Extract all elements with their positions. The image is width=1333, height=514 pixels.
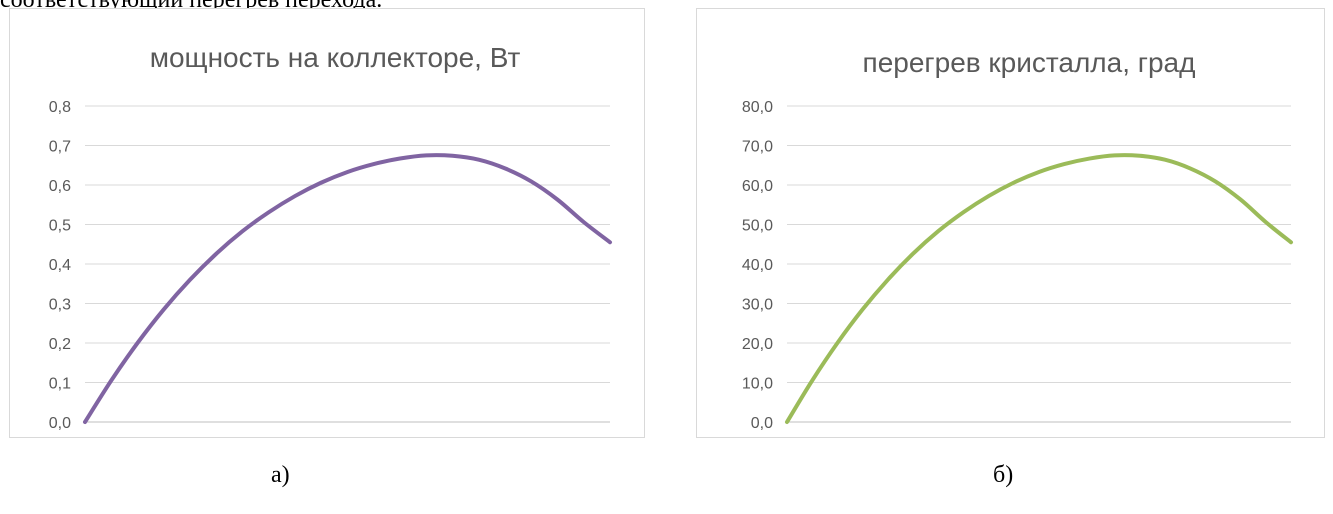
x-tick-label: 12,0 <box>384 437 415 439</box>
x-tick-label: 0,0 <box>74 437 96 439</box>
y-tick-label: 0,6 <box>49 178 71 195</box>
x-tick-label: 20,0 <box>594 437 625 439</box>
y-tick-label: 0,0 <box>751 415 773 432</box>
x-tick-label: 8,0 <box>284 437 306 439</box>
y-tick-label: 10,0 <box>742 376 773 393</box>
x-tick-label: 8,0 <box>977 437 999 439</box>
y-tick-label: 20,0 <box>742 336 773 353</box>
x-tick-label: 20,0 <box>1275 437 1306 439</box>
chart-collector-power: мощность на коллекторе, Вт 0,0 0,1 0,2 0,3 0,… <box>9 8 645 439</box>
y-tick-label: 0,0 <box>49 415 71 432</box>
y-tick-label: 0,1 <box>49 376 71 393</box>
y-tick-label: 0,5 <box>49 218 71 235</box>
chart-crystal-overheat: перегрев кристалла, град 0,0 10,0 20,0 30,0 4… <box>696 8 1325 439</box>
y-tick-label: 40,0 <box>742 257 773 274</box>
caption-b: б) <box>993 462 1014 488</box>
x-tick-label: 12,0 <box>1074 437 1105 439</box>
x-tick-label: 4,0 <box>877 437 899 439</box>
y-tick-label: 0,4 <box>49 257 71 274</box>
chart-title: перегрев кристалла, град <box>863 47 1196 78</box>
power-series-line <box>83 153 612 424</box>
y-tick-label: 30,0 <box>742 297 773 314</box>
y-tick-label: 0,3 <box>49 297 71 314</box>
overheat-series-line <box>785 153 1293 424</box>
y-tick-label: 70,0 <box>742 139 773 156</box>
y-tick-label: 0,8 <box>49 99 71 116</box>
x-tick-label: 0,0 <box>776 437 798 439</box>
x-tick-label: 4,0 <box>179 437 201 439</box>
y-tick-label: 60,0 <box>742 178 773 195</box>
y-tick-label: 50,0 <box>742 218 773 235</box>
y-tick-label: 0,2 <box>49 336 71 353</box>
chart-crystal-overheat-svg: перегрев кристалла, град 0,0 10,0 20,0 30,0 4… <box>742 47 1307 439</box>
x-tick-label: 16,0 <box>489 437 520 439</box>
caption-a: а) <box>271 462 290 488</box>
chart-title: мощность на коллекторе, Вт <box>150 42 521 73</box>
y-tick-label: 80,0 <box>742 99 773 116</box>
chart-collector-power-svg: мощность на коллекторе, Вт 0,0 0,1 0,2 0,3 0,… <box>49 42 626 439</box>
y-tick-label: 0,7 <box>49 139 71 156</box>
x-tick-label: 16,0 <box>1175 437 1206 439</box>
